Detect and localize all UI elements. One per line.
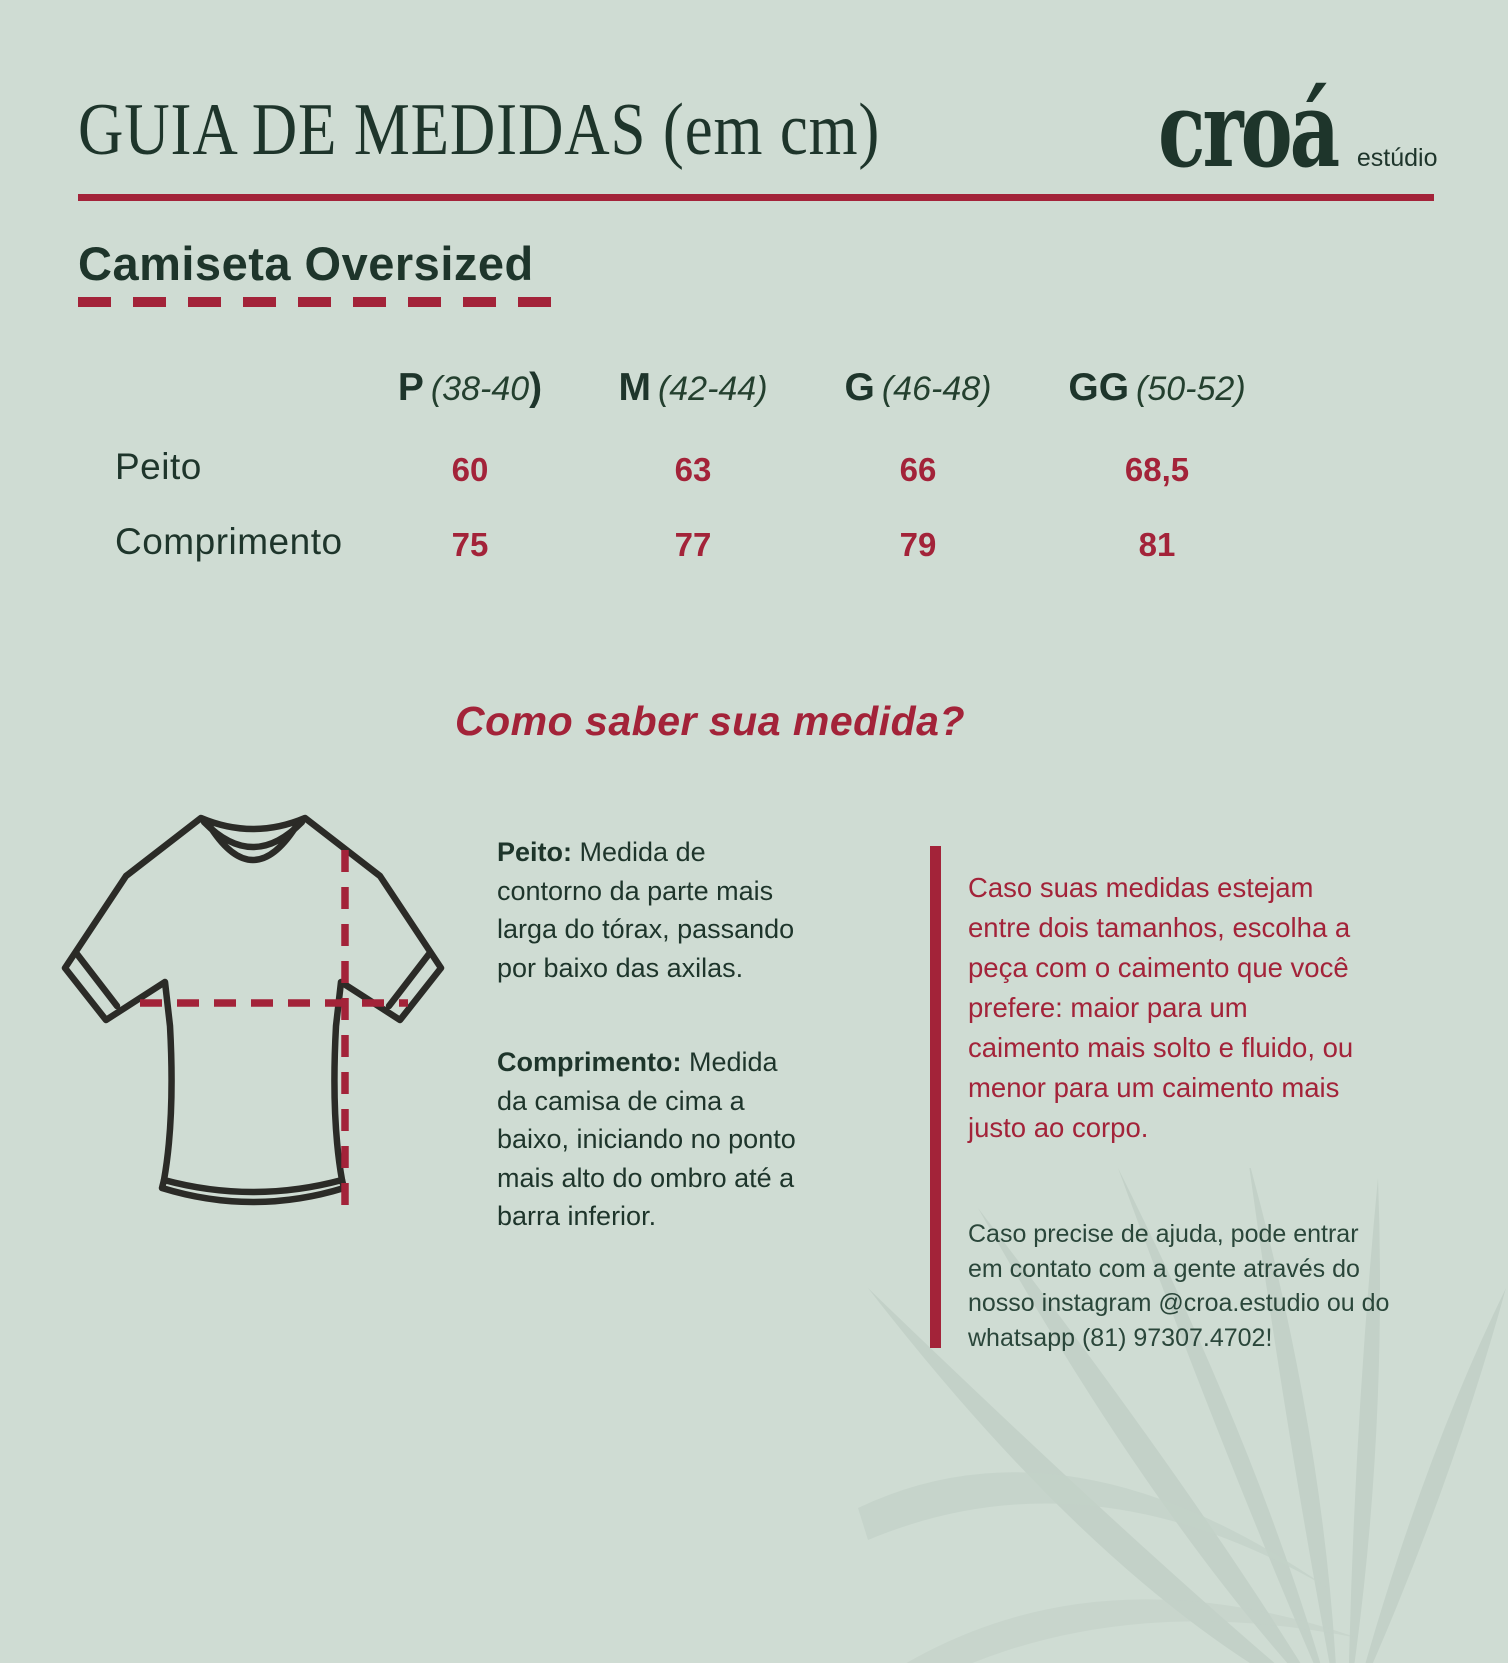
- peito-label: Peito:: [497, 837, 573, 867]
- product-title: Camiseta Oversized: [78, 237, 534, 290]
- size-column-header-gg: GG (50-52): [1068, 366, 1246, 409]
- size-column-header-m: M (42-44): [618, 366, 768, 409]
- table-row-peito: Peito 60 63 66 68,5: [0, 446, 1508, 496]
- size-table-header: P (38-40) M (42-44) G (46-48) GG (50-52): [0, 366, 1508, 418]
- measurement-value: 75: [451, 526, 489, 563]
- comprimento-description: Comprimento: Medida da camisa de cima a …: [497, 1047, 796, 1231]
- comprimento-label: Comprimento:: [497, 1047, 682, 1077]
- plant-watermark: [858, 1168, 1506, 1663]
- row-label: Comprimento: [115, 521, 343, 562]
- peito-description: Peito: Medida de contorno da parte mais …: [497, 837, 795, 983]
- page-title: GUIA DE MEDIDAS (em cm): [78, 89, 881, 171]
- product-title-underline: [78, 297, 562, 307]
- tshirt-outline: [61, 814, 445, 1206]
- measurement-value: 79: [899, 526, 937, 563]
- fit-advice-divider: [930, 846, 941, 1348]
- header-divider: [78, 194, 1434, 201]
- measurement-value: 68,5: [1124, 451, 1190, 488]
- how-to-title: Como saber sua medida?: [455, 698, 965, 744]
- brand-logo: croá estúdio: [1158, 78, 1438, 182]
- contact-text: Caso precise de ajuda, pode entrar em co…: [968, 1220, 1390, 1352]
- measurement-value: 66: [899, 451, 937, 488]
- measurement-value: 81: [1138, 526, 1176, 563]
- brand-suffix-label: estúdio: [1356, 144, 1438, 172]
- row-label: Peito: [115, 446, 202, 487]
- table-row-comprimento: Comprimento 75 77 79 81: [0, 521, 1508, 571]
- brand-name: croá: [1158, 68, 1340, 191]
- fit-advice-text: Caso suas medidas estejam entre dois tam…: [968, 871, 1354, 1143]
- size-column-header-g: G (46-48): [844, 366, 992, 409]
- measurement-value: 63: [674, 451, 712, 488]
- measurement-value: 77: [674, 526, 712, 563]
- size-column-header-p: P (38-40): [397, 366, 543, 409]
- tshirt-diagram: [61, 814, 445, 1208]
- measurement-value: 60: [451, 451, 489, 488]
